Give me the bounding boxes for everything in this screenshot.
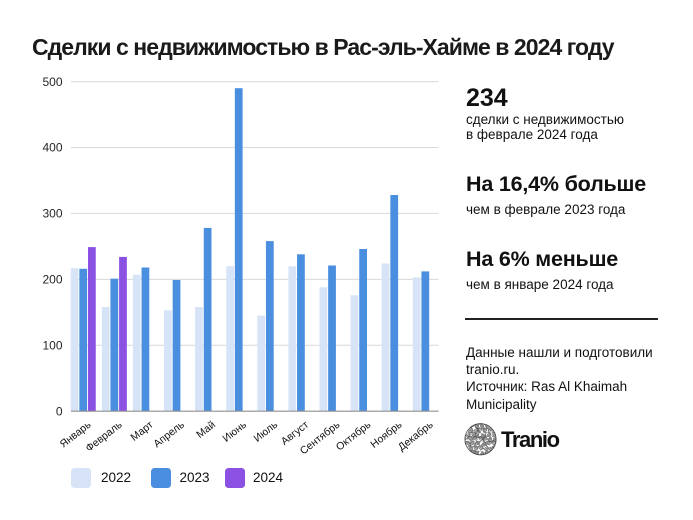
svg-text:200: 200 (42, 273, 62, 287)
svg-text:100: 100 (42, 339, 62, 353)
svg-text:Декабрь: Декабрь (396, 418, 436, 453)
svg-text:Октябрь: Октябрь (334, 418, 374, 453)
svg-text:300: 300 (42, 207, 62, 221)
svg-text:Апрель: Апрель (151, 418, 187, 450)
svg-text:Июнь: Июнь (221, 418, 250, 444)
svg-text:400: 400 (42, 141, 62, 155)
svg-text:Июль: Июль (252, 418, 281, 444)
svg-text:500: 500 (42, 75, 62, 89)
svg-text:Май: Май (194, 419, 218, 441)
svg-text:0: 0 (56, 404, 63, 418)
